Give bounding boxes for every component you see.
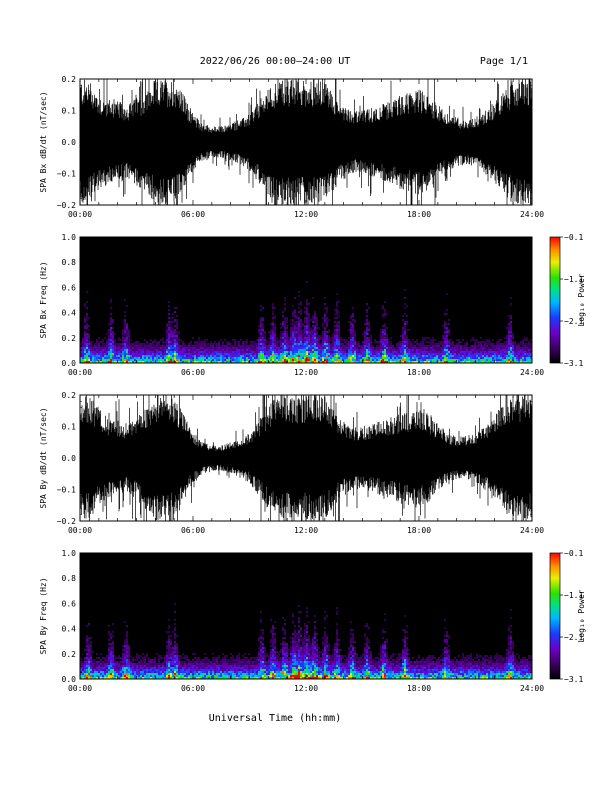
y-tick-label: 1.0 bbox=[62, 233, 77, 242]
waveform-trace bbox=[80, 79, 532, 205]
y-tick-label: 0.8 bbox=[62, 258, 77, 267]
y-tick-label: 0.6 bbox=[62, 283, 77, 292]
y-axis-title: SPA By dB/dt (nT/sec) bbox=[39, 407, 48, 508]
x-tick-label: 12:00 bbox=[294, 368, 318, 377]
panel-2: −0.1 −1.1 −2.1 −3.1 Log₁₀ Power 00:00 06:00 12:… bbox=[39, 233, 586, 377]
y-tick-label: −0.2 bbox=[57, 517, 76, 526]
x-tick-label: 06:00 bbox=[181, 368, 205, 377]
y-tick-label: −0.2 bbox=[57, 201, 76, 210]
colorbar-label: Log₁₀ Power bbox=[577, 589, 586, 642]
x-tick-label: 00:00 bbox=[68, 368, 92, 377]
y-tick-label: 0.2 bbox=[62, 650, 77, 659]
page-number: Page 1/1 bbox=[480, 56, 528, 67]
panel-4: −0.1 −1.1 −2.1 −3.1 Log₁₀ Power 00:00 06:00 12:… bbox=[39, 549, 586, 693]
colorbar-label: Log₁₀ Power bbox=[577, 273, 586, 326]
spectrogram-cells bbox=[80, 281, 532, 363]
x-tick-label: 24:00 bbox=[520, 210, 544, 219]
panels: 00:00 06:00 12:00 18:00 24:000.20.10.0−0.1−0… bbox=[39, 75, 586, 693]
colorbar-tick-label: −0.1 bbox=[564, 233, 583, 242]
y-tick-label: 0.0 bbox=[62, 359, 77, 368]
x-tick-label: 12:00 bbox=[294, 210, 318, 219]
colorbar bbox=[549, 236, 561, 364]
x-tick-label: 00:00 bbox=[68, 684, 92, 693]
y-tick-label: 0.4 bbox=[62, 625, 77, 634]
colorbar-tick-label: −0.1 bbox=[564, 549, 583, 558]
y-tick-label: 0.0 bbox=[62, 675, 77, 684]
y-tick-label: −0.1 bbox=[57, 486, 76, 495]
colorbar-tick-label: −3.1 bbox=[564, 359, 583, 368]
y-tick-label: 0.1 bbox=[62, 107, 77, 116]
x-tick-label: 18:00 bbox=[407, 210, 431, 219]
y-tick-label: 0.0 bbox=[62, 138, 77, 147]
x-tick-label: 00:00 bbox=[68, 526, 92, 535]
spectrogram-cells bbox=[80, 603, 532, 679]
y-tick-label: 0.6 bbox=[62, 599, 77, 608]
x-tick-label: 24:00 bbox=[520, 368, 544, 377]
x-tick-label: 18:00 bbox=[407, 368, 431, 377]
x-tick-label: 12:00 bbox=[294, 684, 318, 693]
x-tick-label: 12:00 bbox=[294, 526, 318, 535]
x-axis-title: Universal Time (hh:mm) bbox=[209, 713, 341, 724]
y-tick-label: −0.1 bbox=[57, 170, 76, 179]
x-tick-label: 24:00 bbox=[520, 526, 544, 535]
x-tick-label: 18:00 bbox=[407, 684, 431, 693]
y-tick-label: 0.4 bbox=[62, 309, 77, 318]
y-tick-label: 0.2 bbox=[62, 334, 77, 343]
y-tick-label: 0.2 bbox=[62, 75, 77, 84]
colorbar-tick-label: −1.1 bbox=[564, 275, 583, 284]
y-axis-title: SPA By Freq (Hz) bbox=[39, 577, 48, 654]
y-tick-label: 0.0 bbox=[62, 454, 77, 463]
panel-3: 00:00 06:00 12:00 18:00 24:00 0.2 0.1 0.0 −0.1 −0… bbox=[39, 391, 544, 535]
colorbar-tick-label: −3.1 bbox=[564, 675, 583, 684]
x-tick-label: 06:00 bbox=[181, 526, 205, 535]
x-tick-label: 24:00 bbox=[520, 684, 544, 693]
y-tick-label: 1.0 bbox=[62, 549, 77, 558]
waveform-trace bbox=[80, 395, 532, 521]
x-tick-label: 06:00 bbox=[181, 684, 205, 693]
y-axis-title: SPA Bx dB/dt (nT/sec) bbox=[39, 91, 48, 192]
y-tick-label: 0.1 bbox=[62, 423, 77, 432]
panel-1: 00:00 06:00 12:00 18:00 24:00 0.2 0.1 0.0 −0.1 −0… bbox=[39, 75, 544, 219]
x-tick-label: 00:00 bbox=[68, 210, 92, 219]
y-axis-title: SPA Bx Freq (Hz) bbox=[39, 261, 48, 338]
colorbar-tick-label: −1.1 bbox=[564, 591, 583, 600]
x-tick-label: 18:00 bbox=[407, 526, 431, 535]
colorbar-tick-label: −2.1 bbox=[564, 633, 583, 642]
y-tick-label: 0.2 bbox=[62, 391, 77, 400]
colorbar bbox=[549, 552, 561, 680]
colorbar-tick-label: −2.1 bbox=[564, 317, 583, 326]
y-tick-label: 0.8 bbox=[62, 574, 77, 583]
x-tick-label: 06:00 bbox=[181, 210, 205, 219]
plot-title: 2022/06/26 00:00—24:00 UT bbox=[200, 56, 351, 67]
